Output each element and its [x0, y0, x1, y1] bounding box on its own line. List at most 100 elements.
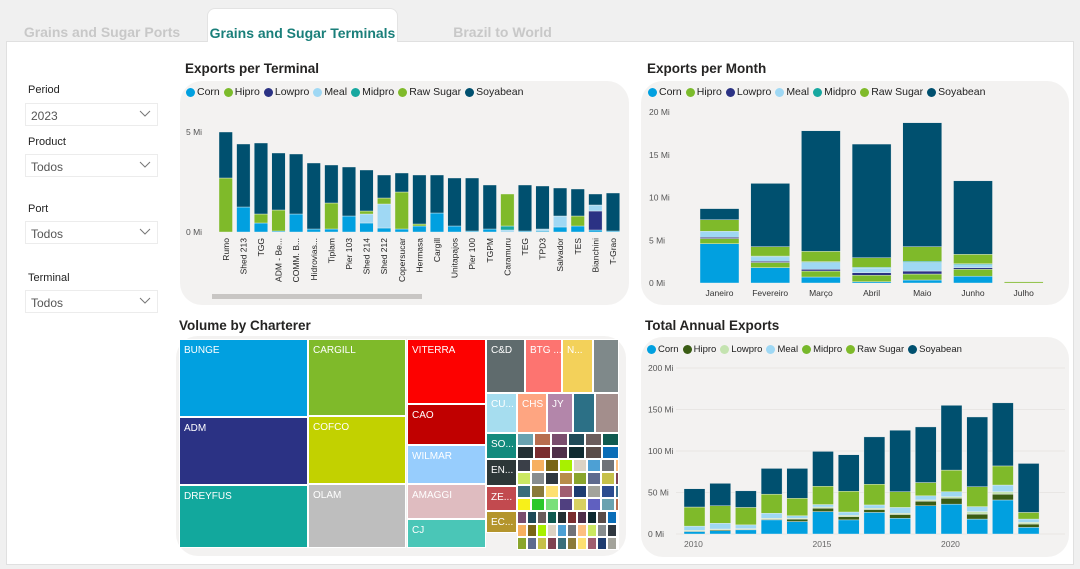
- bar-shed-213[interactable]: [236, 143, 251, 233]
- bar-segment-soyabean[interactable]: [359, 169, 374, 212]
- legend-item-midpro[interactable]: Midpro: [813, 86, 856, 98]
- horizontal-scrollbar[interactable]: [212, 294, 422, 299]
- bar-segment-soyabean[interactable]: [606, 192, 620, 232]
- treemap-cell-small[interactable]: [585, 433, 602, 446]
- treemap-cell-small[interactable]: [615, 498, 619, 511]
- bar-segment-raw-sugar[interactable]: [902, 246, 942, 262]
- treemap-cell-small[interactable]: [573, 472, 587, 485]
- bar-segment-soyabean[interactable]: [940, 405, 963, 471]
- treemap-cell-small[interactable]: [517, 472, 531, 485]
- legend-item-corn[interactable]: Corn: [186, 86, 220, 98]
- treemap-cell-small[interactable]: [557, 537, 567, 550]
- bar-segment-soyabean[interactable]: [588, 193, 603, 206]
- bar-segment-meal[interactable]: [851, 267, 892, 273]
- treemap-cell-small[interactable]: [587, 459, 601, 472]
- bar-segment-raw-sugar[interactable]: [851, 257, 892, 268]
- bar-segment-raw-sugar[interactable]: [699, 219, 740, 232]
- bar-segment-soyabean[interactable]: [535, 185, 550, 230]
- treemap-cell-small[interactable]: [587, 537, 597, 550]
- bar-segment-meal[interactable]: [683, 525, 706, 531]
- treemap-cell-en[interactable]: EN...: [486, 459, 517, 486]
- legend-item-meal[interactable]: Meal: [313, 86, 347, 98]
- bar-segment-soyabean[interactable]: [837, 454, 860, 492]
- bar-2015[interactable]: [812, 451, 834, 535]
- bar-2012[interactable]: [735, 490, 757, 535]
- bar-segment-raw-sugar[interactable]: [940, 469, 963, 492]
- bar-segment-soyabean[interactable]: [518, 184, 532, 232]
- bar-segment-hipro[interactable]: [889, 514, 911, 519]
- bar-segment-raw-sugar[interactable]: [953, 254, 993, 264]
- bar-segment-hipro[interactable]: [699, 238, 740, 244]
- legend-item-corn[interactable]: Corn: [647, 344, 679, 355]
- port-dropdown[interactable]: Todos: [25, 221, 158, 244]
- bar-segment-soyabean[interactable]: [966, 416, 988, 487]
- bar-segment-soyabean[interactable]: [289, 153, 304, 215]
- treemap-cell-small[interactable]: [573, 498, 587, 511]
- bar-segment-soyabean[interactable]: [750, 183, 790, 247]
- treemap-cell-small[interactable]: [559, 498, 573, 511]
- treemap-cell-small[interactable]: [557, 511, 567, 524]
- bar-pier-100[interactable]: [465, 177, 480, 233]
- bar-segment-soyabean[interactable]: [953, 180, 993, 255]
- bar-2023[interactable]: [1017, 463, 1040, 535]
- bar-shed-212[interactable]: [377, 174, 392, 233]
- bar-julho[interactable]: [1004, 281, 1044, 284]
- treemap-cell-small[interactable]: [573, 485, 587, 498]
- treemap-cell-small[interactable]: [601, 459, 615, 472]
- bar-segment-lowpro[interactable]: [902, 270, 942, 275]
- bar-2011[interactable]: [709, 483, 731, 535]
- treemap-cell-small[interactable]: [587, 511, 597, 524]
- bar-2010[interactable]: [683, 488, 706, 535]
- treemap-cell-small[interactable]: [545, 472, 559, 485]
- bar-segment-meal[interactable]: [760, 513, 783, 519]
- legend-item-lowpro[interactable]: Lowpro: [263, 86, 309, 98]
- treemap-cell-small[interactable]: [545, 498, 559, 511]
- bar-segment-soyabean[interactable]: [786, 468, 809, 499]
- treemap-cell-small[interactable]: [517, 433, 534, 446]
- bar-segment-midpro[interactable]: [500, 225, 515, 231]
- bar-segment-soyabean[interactable]: [683, 488, 706, 508]
- bar-cargill[interactable]: [429, 174, 444, 233]
- bar-segment-raw-sugar[interactable]: [1004, 281, 1044, 284]
- treemap-cell-small[interactable]: [551, 446, 568, 459]
- bar-segment-hipro[interactable]: [863, 509, 886, 513]
- bar-2014[interactable]: [786, 468, 809, 535]
- treemap-cell-small[interactable]: [587, 498, 601, 511]
- treemap-cell-small[interactable]: [559, 472, 573, 485]
- bar-segment-meal[interactable]: [786, 515, 809, 519]
- bar-segment-soyabean[interactable]: [341, 166, 356, 217]
- bar-segment-corn[interactable]: [447, 225, 462, 233]
- treemap-cell-small[interactable]: [517, 446, 534, 459]
- treemap-cell-small[interactable]: [615, 459, 619, 472]
- legend-item-midpro[interactable]: Midpro: [802, 344, 842, 355]
- bar-segment-soyabean[interactable]: [889, 430, 911, 492]
- treemap-cell-small[interactable]: [551, 433, 568, 446]
- legend-item-corn[interactable]: Corn: [648, 86, 682, 98]
- legend-item-midpro[interactable]: Midpro: [351, 86, 394, 98]
- legend-item-hipro[interactable]: Hipro: [223, 86, 260, 98]
- bar-segment-meal[interactable]: [699, 231, 740, 238]
- treemap-cell-c-d[interactable]: C&D: [486, 339, 525, 393]
- bar-segment-corn[interactable]: [429, 212, 444, 233]
- bar-segment-meal[interactable]: [801, 262, 841, 270]
- bar-segment-corn[interactable]: [940, 503, 963, 535]
- treemap-cell-small[interactable]: [577, 524, 587, 537]
- bar-junho[interactable]: [953, 180, 993, 284]
- bar-rumo[interactable]: [218, 131, 233, 233]
- bar-segment-soyabean[interactable]: [902, 122, 942, 247]
- bar-segment-soyabean[interactable]: [760, 468, 783, 495]
- bar-segment-raw-sugar[interactable]: [709, 505, 731, 524]
- bar-segment-meal[interactable]: [709, 523, 731, 530]
- bar-segment-lowpro[interactable]: [801, 269, 841, 272]
- treemap-cell-small[interactable]: [577, 537, 587, 550]
- bar-bianchini[interactable]: [588, 193, 603, 233]
- bar-segment-raw-sugar[interactable]: [324, 202, 339, 230]
- legend-item-soyabean[interactable]: Soyabean: [908, 344, 962, 355]
- bar-segment-hipro[interactable]: [966, 513, 988, 520]
- bar-segment-lowpro[interactable]: [940, 496, 963, 499]
- treemap-cell-small[interactable]: [531, 472, 545, 485]
- bar-tiplam[interactable]: [324, 164, 339, 233]
- bar-segment-raw-sugar[interactable]: [837, 491, 860, 513]
- bar-segment-soyabean[interactable]: [394, 172, 409, 193]
- bar-segment-lowpro[interactable]: [992, 491, 1014, 495]
